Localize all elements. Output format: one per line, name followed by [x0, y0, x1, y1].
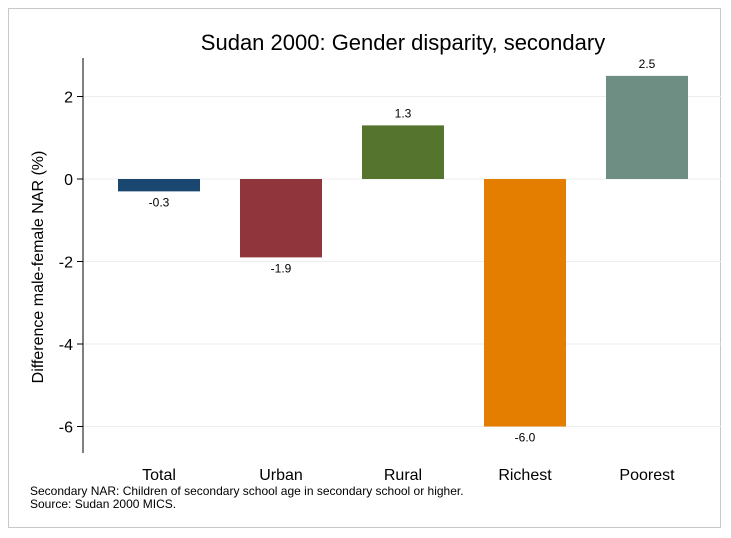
y-axis-label: Difference male-female NAR (%)	[30, 151, 47, 384]
category-labels: Total Urban Rural Richest Poorest	[142, 467, 675, 484]
bar-total	[118, 179, 200, 192]
y-ticks: 2 0 -2 -4 -6	[59, 90, 83, 437]
category-label: Poorest	[619, 467, 675, 484]
bars	[118, 75, 688, 427]
data-label: -0.3	[149, 195, 170, 209]
data-label: 1.3	[395, 106, 412, 120]
y-tick-label: -4	[59, 337, 73, 354]
bar-rural	[362, 125, 444, 179]
category-label: Urban	[259, 467, 303, 484]
data-labels: -0.3 -1.9 1.3 -6.0 2.5	[149, 57, 656, 445]
category-label: Rural	[384, 467, 422, 484]
y-tick-label: -2	[59, 255, 73, 272]
data-label: 2.5	[639, 57, 656, 71]
bar-richest	[484, 179, 566, 427]
chart-title: Sudan 2000: Gender disparity, secondary	[201, 30, 605, 55]
chart-notes: Secondary NAR: Children of secondary sch…	[30, 485, 464, 511]
bar-poorest	[606, 75, 688, 179]
chart-frame	[8, 8, 721, 528]
note-definition: Secondary NAR: Children of secondary sch…	[30, 484, 464, 498]
y-tick-label: 2	[64, 90, 73, 107]
data-label: -6.0	[515, 431, 536, 445]
category-label: Total	[142, 467, 176, 484]
y-tick-label: 0	[64, 172, 73, 189]
note-source: Source: Sudan 2000 MICS.	[30, 497, 177, 511]
category-label: Richest	[498, 467, 552, 484]
y-tick-label: -6	[59, 420, 73, 437]
data-label: -1.9	[271, 261, 292, 275]
bar-urban	[240, 179, 322, 258]
